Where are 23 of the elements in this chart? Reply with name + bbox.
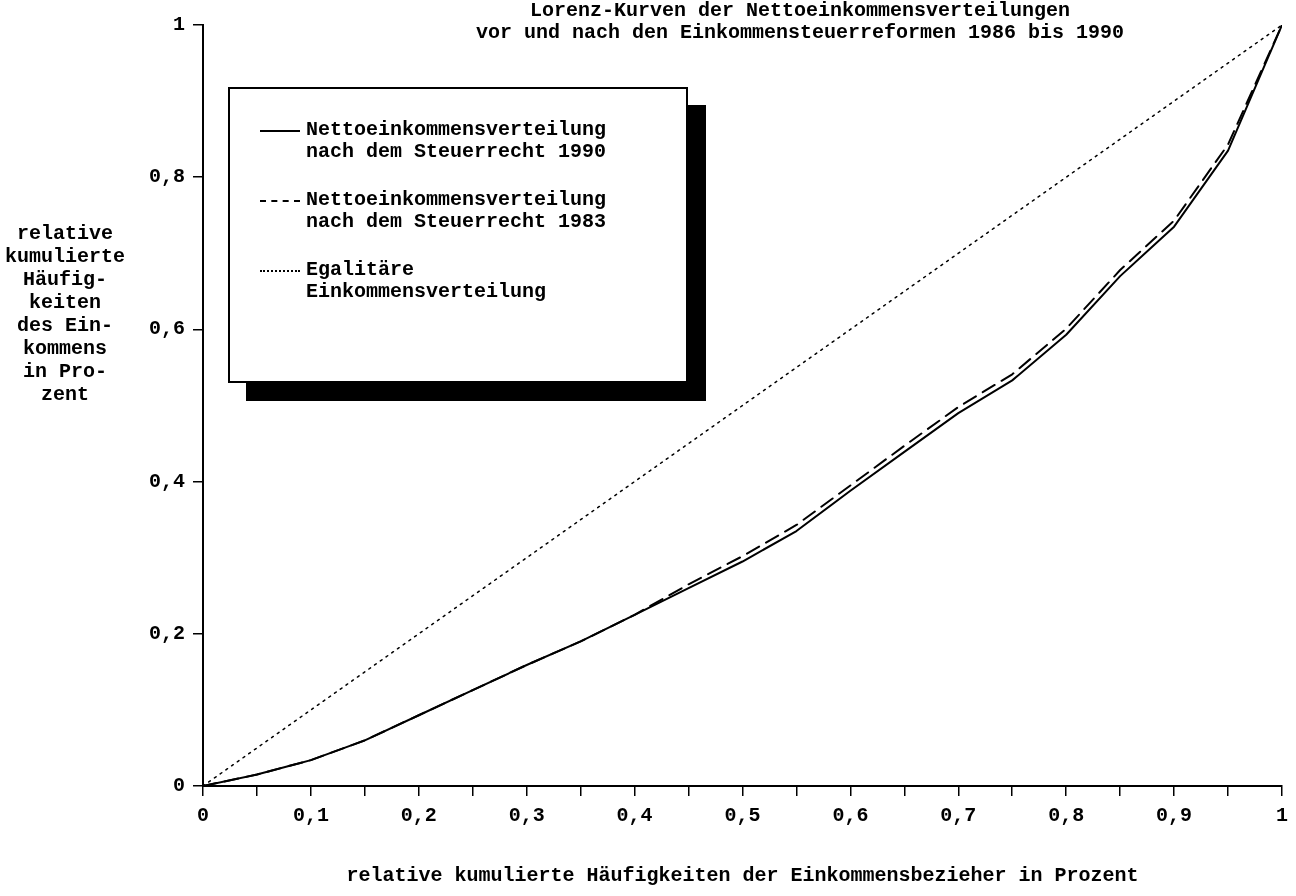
- chart-title: Lorenz-Kurven der Nettoeinkommensverteilungen vor und nach den Einkommensteuerreformen 1986 bis 1990: [474, 0, 1126, 44]
- x-tick-label: 1: [1275, 804, 1289, 828]
- y-tick-label: 0: [172, 774, 185, 798]
- x-tick-label: 0,6: [832, 804, 869, 828]
- y-tick-label: 0,2: [148, 621, 185, 645]
- y-tick-label: 0,4: [148, 469, 185, 493]
- y-tick-label: 0,6: [148, 317, 185, 341]
- y-tick-label: 1: [172, 13, 185, 37]
- x-tick-label: 0,3: [508, 804, 545, 828]
- x-tick-label: 0,4: [616, 804, 653, 828]
- y-axis-title: relative kumulierte Häufig- keiten des Ein- kommens in Pro- zent: [4, 222, 126, 406]
- legend-label: Nettoeinkommensverteilung nach dem Steuerrecht 1990: [306, 118, 608, 163]
- x-tick-label: 0,9: [1156, 804, 1193, 828]
- x-tick-label: 0,8: [1048, 804, 1085, 828]
- legend-label: Nettoeinkommensverteilung nach dem Steuerrecht 1983: [306, 188, 608, 233]
- x-tick-label: 0,1: [292, 804, 329, 828]
- x-tick-label: 0,5: [724, 804, 761, 828]
- x-tick-label: 0,2: [400, 804, 437, 828]
- x-tick-label: 0,7: [940, 804, 977, 828]
- legend-label: Egalitäre Einkommensverteilung: [306, 258, 548, 303]
- x-tick-label: 0: [196, 804, 210, 828]
- x-axis-title: relative kumulierte Häufigkeiten der Einkommensbezieher in Prozent: [346, 864, 1139, 888]
- y-tick-label: 0,8: [148, 165, 185, 189]
